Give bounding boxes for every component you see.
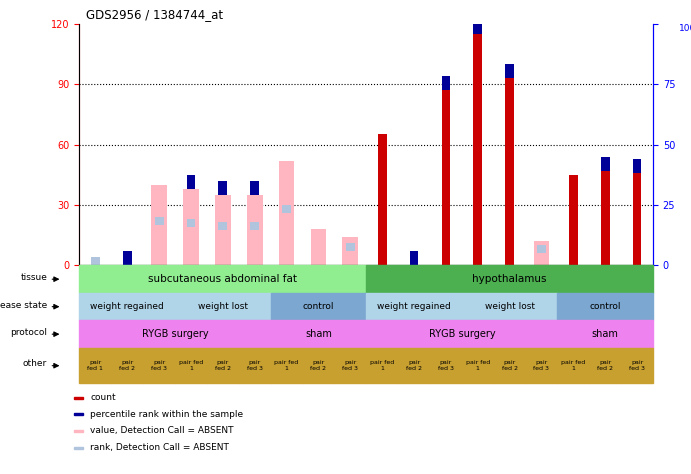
Text: pair fed
1: pair fed 1 xyxy=(274,360,299,371)
Text: pair
fed 3: pair fed 3 xyxy=(151,360,167,371)
Text: pair fed
1: pair fed 1 xyxy=(561,360,585,371)
Bar xyxy=(410,251,419,265)
Text: pair
fed 2: pair fed 2 xyxy=(215,360,231,371)
Bar xyxy=(343,237,358,265)
Bar xyxy=(123,257,132,265)
Bar xyxy=(533,241,549,265)
Bar xyxy=(569,175,578,265)
Bar xyxy=(123,251,132,265)
Bar xyxy=(278,161,294,265)
Bar xyxy=(215,195,231,265)
Bar xyxy=(91,257,100,265)
Text: count: count xyxy=(91,393,116,402)
Bar xyxy=(442,90,451,265)
Bar xyxy=(250,181,259,195)
Text: control: control xyxy=(589,302,621,311)
Bar xyxy=(537,246,546,254)
Text: pair fed
1: pair fed 1 xyxy=(466,360,490,371)
Text: percentile rank within the sample: percentile rank within the sample xyxy=(91,410,243,419)
Bar xyxy=(250,222,259,230)
Bar xyxy=(442,76,451,90)
Text: sham: sham xyxy=(305,329,332,339)
Bar xyxy=(75,397,83,399)
Text: weight regained: weight regained xyxy=(377,302,451,311)
Text: pair
fed 2: pair fed 2 xyxy=(502,360,518,371)
Text: tissue: tissue xyxy=(20,273,47,283)
Text: pair
fed 2: pair fed 2 xyxy=(406,360,422,371)
Bar xyxy=(155,217,164,225)
Text: pair fed
1: pair fed 1 xyxy=(370,360,395,371)
Bar xyxy=(218,181,227,195)
Text: other: other xyxy=(23,359,47,368)
Text: 100%: 100% xyxy=(679,24,691,33)
Text: GDS2956 / 1384744_at: GDS2956 / 1384744_at xyxy=(86,9,223,21)
Bar xyxy=(633,173,641,265)
Bar xyxy=(282,205,291,213)
Bar xyxy=(505,64,514,78)
Text: RYGB surgery: RYGB surgery xyxy=(428,329,495,339)
Text: pair
fed 3: pair fed 3 xyxy=(342,360,359,371)
Text: weight regained: weight regained xyxy=(91,302,164,311)
Text: pair
fed 3: pair fed 3 xyxy=(438,360,454,371)
Bar xyxy=(187,219,196,227)
Bar xyxy=(633,159,641,173)
Text: value, Detection Call = ABSENT: value, Detection Call = ABSENT xyxy=(91,426,234,435)
Text: pair
fed 3: pair fed 3 xyxy=(629,360,645,371)
Bar xyxy=(151,185,167,265)
Text: protocol: protocol xyxy=(10,328,47,337)
Text: control: control xyxy=(303,302,334,311)
Bar xyxy=(247,195,263,265)
Bar xyxy=(473,34,482,265)
Text: sham: sham xyxy=(591,329,618,339)
Bar xyxy=(310,229,326,265)
Text: pair fed
1: pair fed 1 xyxy=(179,360,203,371)
Text: weight lost: weight lost xyxy=(198,302,248,311)
Bar xyxy=(218,222,227,230)
Bar xyxy=(505,78,514,265)
Text: pair
fed 3: pair fed 3 xyxy=(247,360,263,371)
Bar xyxy=(346,243,354,251)
Text: weight lost: weight lost xyxy=(484,302,535,311)
Bar xyxy=(75,413,83,415)
Bar xyxy=(75,430,83,432)
Bar xyxy=(75,447,83,448)
Bar xyxy=(600,171,609,265)
Bar xyxy=(473,20,482,34)
Text: rank, Detection Call = ABSENT: rank, Detection Call = ABSENT xyxy=(91,443,229,452)
Text: pair
fed 2: pair fed 2 xyxy=(310,360,326,371)
Text: pair
fed 3: pair fed 3 xyxy=(533,360,549,371)
Bar xyxy=(187,175,196,189)
Bar xyxy=(378,135,386,265)
Text: hypothalamus: hypothalamus xyxy=(473,274,547,284)
Text: pair
fed 2: pair fed 2 xyxy=(120,360,135,371)
Text: pair
fed 2: pair fed 2 xyxy=(597,360,613,371)
Text: pair
fed 1: pair fed 1 xyxy=(88,360,104,371)
Text: disease state: disease state xyxy=(0,301,47,310)
Bar xyxy=(183,189,199,265)
Text: RYGB surgery: RYGB surgery xyxy=(142,329,209,339)
Bar xyxy=(600,157,609,171)
Text: subcutaneous abdominal fat: subcutaneous abdominal fat xyxy=(149,274,297,284)
